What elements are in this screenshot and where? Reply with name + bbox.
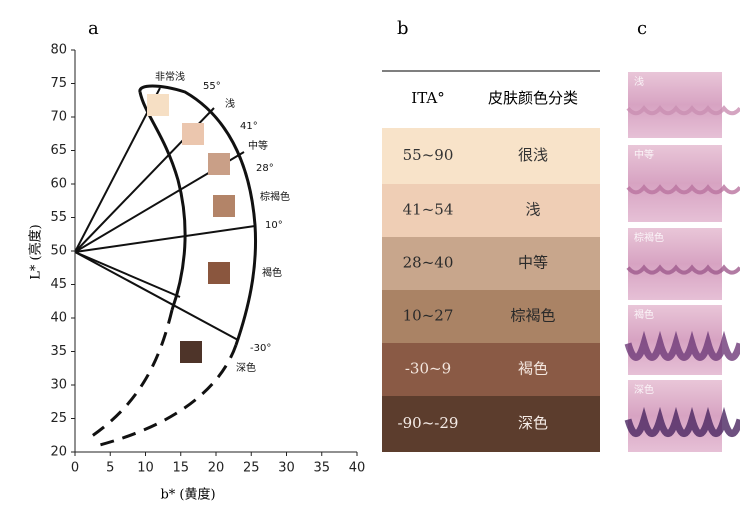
swatch [208, 153, 230, 175]
image-label: 浅 [634, 75, 644, 88]
x-tick-label: 15 [172, 461, 189, 476]
y-axis-label: L* (亮度) [28, 224, 44, 279]
y-tick-label: 30 [50, 378, 67, 393]
y-tick-label: 60 [50, 177, 67, 192]
table-row [382, 396, 600, 452]
table-cell: 深色 [518, 414, 548, 432]
table-cell: 中等 [518, 254, 548, 272]
annotation: 棕褐色 [260, 190, 290, 203]
panel-label: b [397, 18, 409, 39]
histology-image [628, 145, 722, 222]
ita-line [74, 251, 239, 341]
table-row [382, 128, 600, 184]
y-tick-label: 20 [50, 445, 67, 460]
table-row [382, 184, 600, 237]
swatch [208, 262, 230, 284]
swatch [147, 94, 169, 116]
y-tick-label: 25 [50, 411, 67, 426]
ita-line [74, 251, 181, 298]
x-tick-label: 20 [208, 461, 225, 476]
table-cell: 55~90 [403, 146, 454, 164]
histology-image [628, 72, 722, 138]
image-label: 褐色 [634, 308, 654, 321]
inner-curve-dashed [85, 309, 174, 442]
table-row [382, 290, 600, 343]
outer-curve-dashed [91, 344, 238, 449]
table-row [382, 237, 600, 290]
annotation: 41° [240, 121, 258, 132]
x-tick-label: 30 [278, 461, 295, 476]
table-cell: 28~40 [403, 254, 454, 272]
x-tick-label: 40 [349, 461, 366, 476]
epidermis-edge [626, 105, 740, 116]
y-tick-label: 75 [50, 76, 67, 91]
panel-label: c [637, 18, 647, 39]
table-header: 皮肤颜色分类 [488, 89, 578, 107]
y-tick-label: 35 [50, 344, 67, 359]
annotations: 非常浅 55° 浅 41° 中等 28° 棕褐色 10° 褐色 -30° 深色 [155, 70, 290, 374]
x-axis-label: b* (黄度) [160, 487, 215, 503]
epidermis-edge [624, 330, 740, 361]
annotation: 中等 [248, 139, 268, 152]
image-label: 中等 [634, 148, 654, 161]
annotation: 55° [203, 81, 221, 92]
epidermis-edge [624, 406, 740, 438]
x-tick-label: 10 [137, 461, 154, 476]
epidermis-edge [626, 184, 740, 195]
ita-table: ITA° 皮肤颜色分类 55~90 很浅 41~54 浅 28~40 中等 10~27 棕褐色 -3… [382, 70, 600, 452]
x-tick-label: 0 [71, 461, 79, 476]
y-tick-label: 50 [50, 244, 67, 259]
annotation: 28° [256, 163, 274, 174]
y-tick-label: 70 [50, 110, 67, 125]
y-tick-label: 55 [50, 210, 67, 225]
table-cell: -90~-29 [398, 414, 459, 432]
annotation: -30° [250, 343, 271, 354]
table-cell: 10~27 [403, 307, 454, 325]
annotation: 非常浅 [155, 70, 185, 83]
ita-diagram [74, 84, 257, 449]
table-cell: 棕褐色 [510, 307, 555, 325]
table-header: ITA° [411, 89, 444, 107]
table-cell: -30~9 [405, 360, 451, 378]
annotation: 10° [265, 220, 283, 231]
swatch [180, 341, 202, 363]
annotation: 深色 [236, 361, 256, 374]
image-label: 棕褐色 [634, 231, 664, 244]
ita-line [74, 87, 161, 253]
table-cell: 褐色 [518, 360, 548, 378]
image-label: 深色 [634, 383, 654, 396]
table-cell: 很浅 [518, 146, 548, 164]
ita-line [74, 225, 256, 253]
swatches [147, 94, 235, 363]
y-tick-label: 80 [50, 43, 67, 58]
x-tick-label: 25 [243, 461, 260, 476]
outer-curve [138, 84, 257, 346]
y-tick-label: 65 [50, 143, 67, 158]
y-tick-label: 40 [50, 311, 67, 326]
annotation: 褐色 [262, 266, 282, 279]
panel-label: a [88, 18, 99, 39]
histology-image [628, 228, 722, 300]
axes: 0 5 10 15 20 25 30 35 40 20 25 30 35 40 45 50 55 60 65 70 75… [50, 43, 365, 476]
x-tick-label: 5 [106, 461, 114, 476]
table-cell: 浅 [525, 201, 540, 219]
x-tick-label: 35 [313, 461, 330, 476]
swatch [182, 123, 204, 145]
table-cell: 41~54 [403, 201, 454, 219]
swatch [213, 195, 235, 217]
table-row [382, 343, 600, 396]
annotation: 浅 [225, 97, 235, 110]
y-tick-label: 45 [50, 277, 67, 292]
epidermis-edge [626, 264, 740, 275]
